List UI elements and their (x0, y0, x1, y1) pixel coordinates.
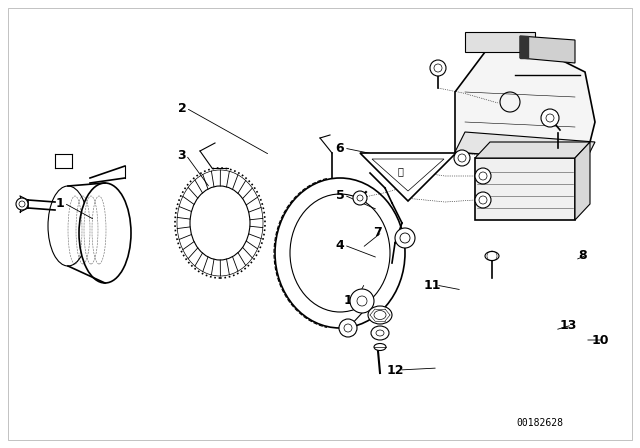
Text: 12: 12 (387, 363, 404, 376)
Polygon shape (520, 36, 575, 63)
Circle shape (454, 150, 470, 166)
Ellipse shape (190, 186, 250, 260)
Ellipse shape (290, 194, 390, 312)
Text: 1: 1 (56, 197, 65, 210)
Circle shape (541, 109, 559, 127)
Text: 11: 11 (423, 279, 441, 292)
Polygon shape (360, 153, 456, 201)
Polygon shape (455, 52, 595, 162)
Ellipse shape (368, 306, 392, 324)
FancyBboxPatch shape (475, 158, 575, 220)
Ellipse shape (485, 251, 499, 260)
Circle shape (350, 289, 374, 313)
Circle shape (475, 192, 491, 208)
Text: 9: 9 (579, 181, 588, 194)
Polygon shape (475, 142, 590, 158)
Ellipse shape (79, 183, 131, 283)
Text: 4: 4 (335, 238, 344, 251)
Text: 7: 7 (374, 225, 382, 238)
Circle shape (353, 191, 367, 205)
Polygon shape (465, 32, 535, 52)
Text: 6: 6 (336, 142, 344, 155)
Text: 13: 13 (559, 319, 577, 332)
Text: 5: 5 (335, 189, 344, 202)
Ellipse shape (48, 186, 88, 266)
Text: ⓘ: ⓘ (397, 166, 403, 176)
Circle shape (475, 168, 491, 184)
Polygon shape (455, 132, 595, 162)
Text: 8: 8 (579, 249, 588, 262)
Polygon shape (520, 36, 528, 58)
Ellipse shape (374, 344, 386, 350)
Circle shape (339, 319, 357, 337)
Ellipse shape (175, 168, 265, 278)
Text: 00182628: 00182628 (516, 418, 563, 428)
Text: 10: 10 (591, 333, 609, 346)
Circle shape (430, 60, 446, 76)
Text: 2: 2 (178, 102, 186, 115)
Circle shape (16, 198, 28, 210)
Polygon shape (575, 142, 590, 220)
Ellipse shape (371, 326, 389, 340)
Ellipse shape (275, 178, 405, 328)
Circle shape (395, 228, 415, 248)
Text: 3: 3 (178, 148, 186, 161)
Text: 14: 14 (343, 293, 361, 306)
